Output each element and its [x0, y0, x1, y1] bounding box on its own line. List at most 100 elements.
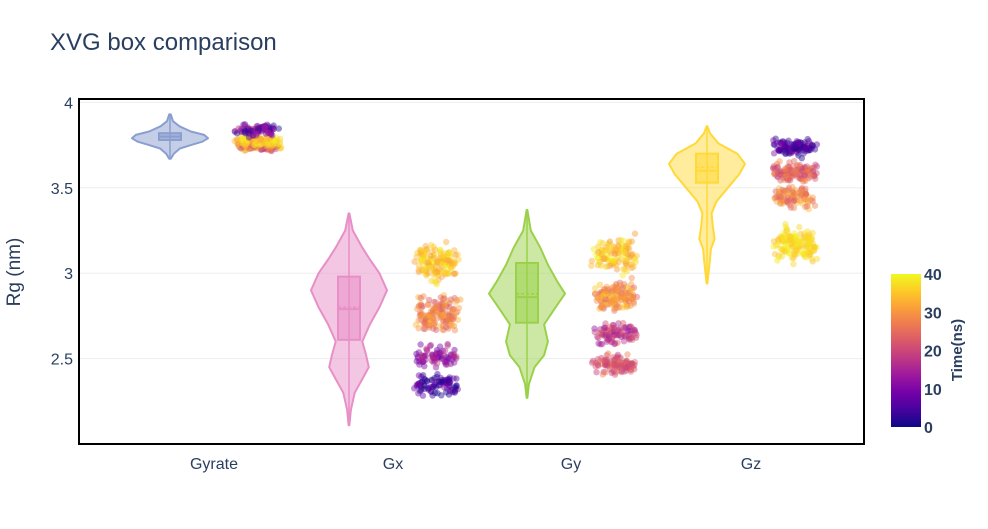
- data-point: [445, 304, 453, 311]
- data-point: [605, 240, 613, 247]
- data-point: [431, 267, 438, 274]
- data-point: [807, 234, 814, 241]
- data-point: [602, 263, 609, 270]
- data-point: [783, 187, 790, 195]
- data-point: [442, 309, 449, 317]
- data-point: [237, 138, 244, 145]
- data-point: [440, 253, 447, 260]
- data-point: [434, 353, 442, 361]
- data-point: [260, 137, 267, 144]
- data-point: [611, 331, 618, 338]
- data-point: [615, 326, 622, 334]
- data-point: [602, 361, 609, 369]
- data-point: [450, 270, 458, 277]
- data-point: [613, 362, 620, 369]
- data-point: [437, 260, 444, 267]
- data-point: [609, 354, 617, 361]
- data-point: [251, 139, 259, 147]
- data-point: [614, 358, 622, 366]
- data-point: [599, 371, 606, 378]
- data-point: [419, 250, 426, 258]
- data-point: [252, 144, 260, 152]
- data-point: [605, 335, 613, 342]
- data-point: [800, 192, 808, 200]
- data-point: [261, 124, 269, 131]
- data-point: [241, 121, 249, 128]
- x-tick-labels: Gyrate Gx Gy Gz: [190, 456, 761, 473]
- data-point: [253, 144, 261, 152]
- data-point: [801, 190, 809, 198]
- data-point: [428, 357, 436, 364]
- data-point: [420, 255, 427, 262]
- data-point: [419, 354, 426, 362]
- data-point: [268, 139, 276, 146]
- data-point: [450, 322, 458, 329]
- data-point: [787, 167, 795, 174]
- data-point: [255, 127, 262, 134]
- data-point: [267, 144, 275, 151]
- data-point: [415, 303, 422, 310]
- data-point: [799, 200, 806, 207]
- data-point: [616, 325, 623, 332]
- data-point: [608, 327, 615, 334]
- data-point: [615, 298, 622, 305]
- data-point: [599, 299, 606, 306]
- data-point: [258, 124, 265, 132]
- data-point: [446, 355, 453, 362]
- data-point: [604, 286, 611, 293]
- data-point: [798, 166, 805, 173]
- data-point: [798, 172, 805, 179]
- colorbar-title: Time(ns): [949, 319, 966, 381]
- data-point: [432, 279, 440, 286]
- data-point: [429, 383, 436, 390]
- data-point: [276, 144, 283, 152]
- data-point: [790, 191, 798, 199]
- data-point: [791, 143, 798, 150]
- data-point: [249, 144, 256, 152]
- data-point: [799, 237, 806, 244]
- data-point: [614, 364, 621, 371]
- data-point: [811, 244, 818, 252]
- data-point: [802, 147, 809, 155]
- data-point: [604, 291, 611, 299]
- data-point: [453, 355, 460, 362]
- data-point: [257, 137, 265, 144]
- data-point: [631, 230, 639, 237]
- data-point: [419, 378, 426, 385]
- data-point: [451, 388, 458, 395]
- data-point: [248, 135, 255, 143]
- data-point: [595, 249, 602, 256]
- data-point: [601, 332, 608, 339]
- data-point: [603, 327, 611, 334]
- data-point: [239, 134, 247, 142]
- data-point: [784, 193, 791, 201]
- data-point: [604, 350, 612, 357]
- data-point: [628, 261, 636, 268]
- data-point: [788, 168, 796, 176]
- data-point: [426, 321, 433, 329]
- data-point: [430, 271, 437, 279]
- data-point: [797, 188, 804, 195]
- data-point: [448, 264, 455, 271]
- data-point: [620, 324, 627, 331]
- data-point: [609, 292, 617, 299]
- data-point: [787, 236, 794, 243]
- data-point: [447, 296, 455, 303]
- colorbar-tick-label: 0: [924, 420, 933, 437]
- data-point: [437, 303, 444, 311]
- data-point: [277, 135, 284, 143]
- grid-lines: [79, 101, 864, 360]
- data-point: [453, 382, 460, 389]
- data-point: [813, 255, 821, 263]
- data-point: [235, 125, 242, 132]
- data-point: [602, 287, 610, 295]
- data-point: [589, 357, 597, 365]
- data-point: [796, 189, 804, 196]
- data-point: [251, 139, 258, 147]
- data-point: [435, 378, 442, 385]
- data-point: [425, 386, 432, 393]
- data-point: [776, 169, 783, 177]
- data-point: [269, 124, 276, 131]
- data-point: [599, 292, 607, 299]
- data-point: [627, 330, 634, 338]
